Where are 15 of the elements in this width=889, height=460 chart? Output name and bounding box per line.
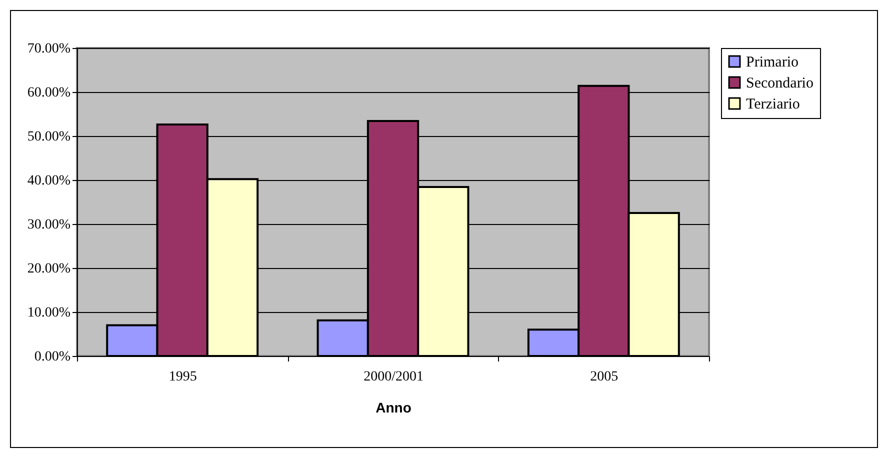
legend-label: Terziario	[746, 96, 800, 112]
x-tick-label: 1995	[168, 370, 197, 384]
legend-label: Primario	[746, 54, 798, 70]
x-tick-label: 2000/2001	[364, 370, 424, 384]
y-tick-label: 60.00%	[27, 86, 71, 100]
legend-label: Secondario	[746, 76, 814, 92]
y-tick-label: 50.00%	[27, 130, 71, 144]
y-tick-label: 40.00%	[27, 174, 71, 188]
y-tick-label: 20.00%	[27, 262, 71, 276]
x-tick-label: 2005	[590, 370, 618, 384]
x-axis-title: Anno	[376, 400, 412, 416]
y-tick-label: 0.00%	[34, 350, 71, 364]
y-tick-label: 10.00%	[27, 306, 71, 320]
y-tick-label: 30.00%	[27, 218, 71, 232]
y-tick-label: 70.00%	[27, 42, 71, 56]
